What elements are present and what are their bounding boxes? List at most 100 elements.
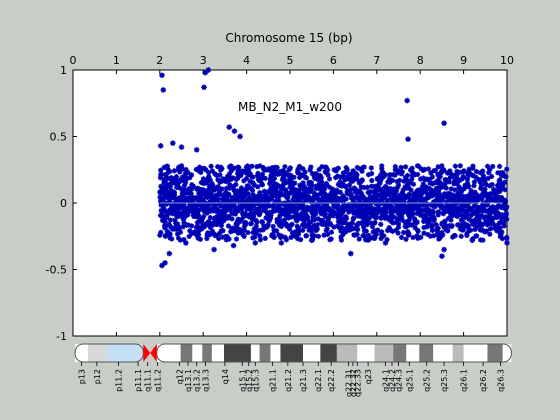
- data-point: [219, 186, 225, 192]
- ideogram-band-label: q26.2: [479, 369, 488, 392]
- data-point: [163, 163, 170, 170]
- data-point: [343, 175, 349, 181]
- data-point: [200, 213, 207, 220]
- data-point: [207, 215, 213, 221]
- data-point: [278, 223, 284, 230]
- ideogram-band: [105, 344, 132, 362]
- data-point: [187, 228, 193, 234]
- data-point: [309, 227, 315, 233]
- data-point: [185, 212, 191, 218]
- data-point: [201, 224, 207, 230]
- data-point: [359, 220, 365, 226]
- data-point: [353, 176, 360, 182]
- data-point: [503, 210, 509, 217]
- data-point: [158, 172, 164, 178]
- ideogram-band: [419, 344, 434, 362]
- data-point: [249, 163, 255, 169]
- data-point: [314, 222, 321, 228]
- data-point: [198, 180, 204, 186]
- data-point: [409, 172, 415, 178]
- data-point: [435, 172, 441, 178]
- data-point: [287, 165, 294, 171]
- data-point: [379, 166, 385, 172]
- data-point: [309, 203, 315, 210]
- data-point: [217, 179, 223, 185]
- data-point: [343, 169, 349, 175]
- data-point: [378, 177, 384, 183]
- data-point: [451, 178, 457, 185]
- ideogram-band-label: q26.1: [460, 369, 469, 392]
- data-point: [473, 168, 480, 175]
- data-point: [448, 217, 454, 223]
- data-point: [201, 165, 208, 172]
- x-tick-label: 2: [156, 54, 163, 67]
- data-point: [378, 221, 384, 227]
- data-point: [314, 172, 320, 178]
- data-point: [415, 235, 421, 241]
- data-point: [168, 176, 174, 182]
- ideogram-band-label: q25.1: [405, 369, 414, 392]
- centromere: [150, 344, 157, 362]
- data-point: [171, 189, 178, 195]
- data-point: [347, 250, 354, 257]
- data-point: [398, 234, 405, 240]
- data-point: [452, 163, 458, 169]
- data-point: [343, 215, 349, 222]
- y-tick-label: 0: [60, 197, 67, 210]
- data-point: [255, 176, 261, 182]
- ideogram-band: [357, 344, 375, 362]
- data-point: [400, 229, 407, 236]
- data-point: [290, 231, 296, 238]
- data-point: [227, 182, 233, 188]
- ideogram-band: [88, 344, 106, 362]
- data-point: [298, 237, 304, 243]
- data-point: [245, 191, 251, 197]
- data-point: [276, 197, 282, 203]
- data-point: [254, 164, 260, 170]
- data-point: [395, 170, 401, 176]
- data-point: [493, 226, 500, 233]
- data-point: [255, 170, 261, 176]
- data-point: [395, 224, 402, 230]
- data-point: [382, 172, 389, 178]
- data-point: [351, 215, 357, 221]
- data-point: [401, 178, 407, 184]
- data-point: [425, 221, 431, 227]
- data-point: [471, 179, 477, 185]
- ideogram-band: [320, 344, 337, 362]
- data-point: [372, 220, 378, 226]
- data-point: [410, 181, 417, 187]
- ideogram-band: [393, 344, 407, 362]
- ideogram-band-label: q14: [221, 369, 230, 384]
- ideogram-band-label: p12: [93, 369, 102, 384]
- data-point: [450, 234, 456, 240]
- data-point: [259, 182, 266, 188]
- data-point: [248, 206, 254, 213]
- data-point: [210, 182, 216, 189]
- data-point: [173, 180, 179, 186]
- y-tick-label: 0.5: [50, 131, 68, 144]
- x-tick-label: 10: [500, 54, 514, 67]
- data-point: [309, 187, 315, 193]
- data-point: [409, 165, 415, 171]
- data-point: [200, 197, 207, 203]
- data-point: [504, 166, 510, 172]
- data-point: [232, 211, 238, 217]
- data-point: [226, 171, 233, 177]
- data-point: [355, 226, 361, 233]
- data-point: [484, 222, 491, 228]
- data-point: [266, 203, 273, 209]
- ideogram-band: [502, 344, 512, 362]
- data-point: [478, 177, 484, 183]
- data-point: [271, 175, 278, 182]
- data-point: [410, 234, 416, 241]
- data-point: [504, 234, 510, 241]
- data-point: [157, 232, 163, 238]
- data-point: [322, 211, 329, 217]
- ideogram-band-label: q13.1: [184, 369, 193, 392]
- data-point: [292, 180, 298, 186]
- x-tick-label: 8: [417, 54, 424, 67]
- data-point: [337, 179, 343, 185]
- ideogram-band-label: q26.3: [496, 369, 505, 392]
